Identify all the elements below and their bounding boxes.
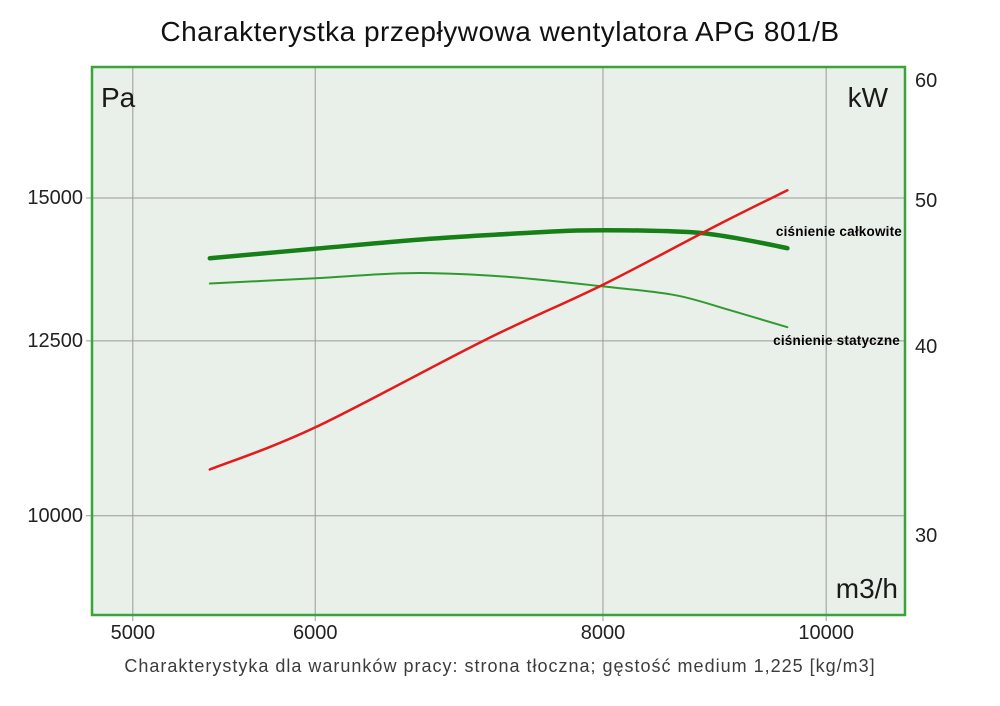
x-axis-tick-label: 10000: [798, 622, 854, 644]
series-curve-1: [208, 271, 789, 329]
x-axis-tick-label: 8000: [580, 622, 626, 644]
left-axis-tick-label: 10000: [27, 504, 83, 527]
x-axis-unit-label: m3/h: [835, 573, 898, 604]
legend-static-pressure: ciśnienie statyczne: [773, 333, 900, 348]
right-axis-tick-label: 50: [915, 189, 938, 212]
x-axis-tick-label: 6000: [292, 622, 338, 644]
series-curve-0: [207, 227, 790, 261]
right-axis-tick-label: 60: [915, 70, 938, 93]
right-axis-tick-label: 40: [915, 336, 938, 359]
chart-title: Charakterystka przepływowa wentylatora A…: [160, 16, 840, 47]
left-axis-tick-label: 15000: [27, 187, 83, 210]
left-axis-tick-label: 12500: [27, 329, 83, 352]
x-axis-tick-label: 5000: [110, 622, 156, 644]
left-axis-unit-label: Pa: [101, 82, 136, 113]
right-axis-unit-label: kW: [847, 82, 888, 113]
right-axis-tick-label: 30: [915, 525, 938, 548]
legend-total-pressure: ciśnienie całkowite: [775, 224, 902, 239]
plot-border: [90, 65, 907, 617]
chart-caption: Charakterystyka dla warunków pracy: stro…: [124, 656, 876, 676]
series-curve-2: [208, 189, 789, 471]
